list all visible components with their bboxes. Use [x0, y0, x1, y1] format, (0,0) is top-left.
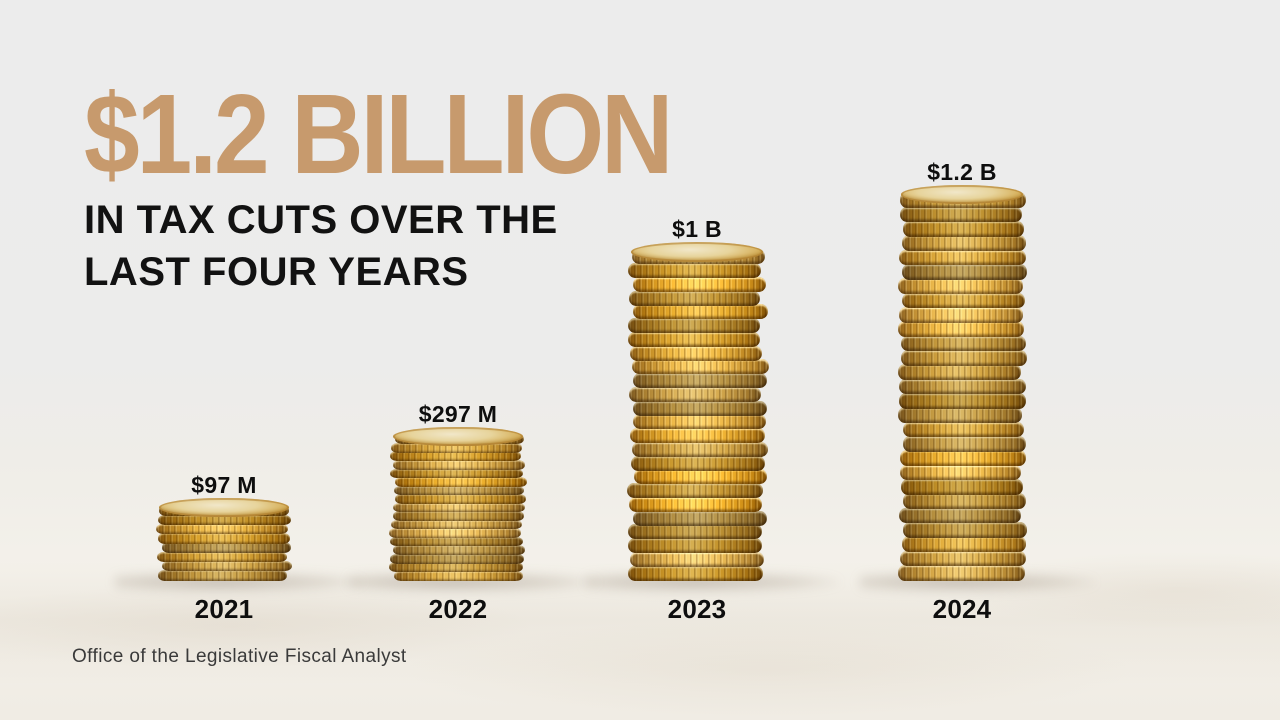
coin-stack-2023: [627, 241, 769, 581]
headline: $1.2 BILLION: [84, 71, 673, 198]
value-label-2021: $97 M: [191, 472, 257, 498]
coin: [628, 524, 762, 540]
coin: [633, 276, 766, 292]
coin: [392, 545, 526, 556]
coin: [629, 496, 763, 512]
top-coin-face: [393, 426, 523, 447]
coin: [898, 407, 1022, 423]
coin: [899, 464, 1022, 481]
coin: [633, 469, 768, 485]
coin: [162, 560, 293, 572]
coin: [389, 562, 524, 573]
coin: [628, 565, 764, 581]
value-label-2024: $1.2 B: [927, 159, 997, 185]
coin: [628, 386, 762, 402]
coin: [902, 264, 1028, 280]
coin: [157, 533, 291, 544]
coin: [393, 511, 525, 521]
coin: [630, 428, 765, 444]
coin: [393, 570, 524, 581]
coin: [898, 278, 1024, 294]
coin: [899, 393, 1026, 409]
coin: [633, 373, 767, 389]
coin: [394, 494, 526, 504]
coin: [627, 538, 762, 554]
coin: [901, 536, 1026, 552]
coin: [632, 441, 769, 457]
header: $1.2 BILLION IN TAX CUTS OVER THE LAST F…: [84, 71, 673, 298]
coin: [901, 335, 1027, 352]
top-coin-face: [631, 241, 763, 262]
coin: [389, 528, 521, 538]
coin: [902, 292, 1026, 309]
coin: [627, 331, 760, 347]
coin: [899, 507, 1022, 524]
coin: [900, 350, 1027, 366]
coin: [901, 479, 1024, 495]
coin: [394, 485, 524, 496]
coin-stack-2024: [897, 185, 1028, 581]
coin: [390, 442, 522, 453]
coin: [628, 290, 761, 306]
coin: [903, 493, 1027, 509]
coin: [628, 318, 761, 334]
coin: [898, 364, 1021, 380]
coin: [903, 522, 1027, 538]
coin: [157, 570, 287, 581]
coin: [899, 450, 1026, 466]
coin: [632, 359, 769, 375]
coin: [390, 553, 525, 564]
coin: [629, 345, 762, 361]
coin: [898, 565, 1025, 581]
coin: [632, 304, 769, 320]
coin: [627, 483, 764, 499]
coin: [898, 307, 1023, 323]
year-label-2023: 2023: [667, 594, 727, 624]
value-label-2022: $297 M: [418, 401, 498, 427]
year-label-2024: 2024: [932, 594, 992, 624]
coin: [897, 321, 1025, 337]
coin: [389, 536, 523, 547]
coin: [902, 421, 1025, 438]
coin: [393, 502, 526, 513]
top-coin-face: [159, 497, 289, 518]
coin: [633, 510, 768, 526]
coin: [899, 378, 1026, 395]
coin: [394, 477, 528, 487]
coin: [630, 551, 765, 567]
coin: [903, 221, 1025, 237]
coin: [156, 551, 288, 563]
coin: [902, 235, 1027, 251]
coin: [899, 550, 1027, 567]
year-label-2021: 2021: [194, 594, 254, 624]
top-coin-face: [901, 185, 1023, 204]
coin-stack-2021: [156, 497, 293, 581]
coin: [157, 514, 292, 526]
coin: [390, 468, 523, 479]
coin: [630, 455, 765, 471]
coin: [899, 249, 1027, 266]
year-label-2022: 2022: [428, 594, 488, 624]
coin: [392, 460, 526, 470]
coin: [903, 436, 1027, 452]
coin: [627, 263, 761, 279]
coin: [899, 206, 1022, 223]
coin: [391, 519, 523, 530]
coin: [161, 542, 291, 553]
coin: [633, 414, 766, 430]
coin-stack-2022: [389, 426, 528, 581]
coin: [156, 523, 289, 535]
coin: [389, 451, 522, 462]
coin: [632, 400, 768, 416]
source-attribution: Office of the Legislative Fiscal Analyst: [72, 646, 407, 667]
value-label-2023: $1 B: [672, 216, 722, 242]
subheadline: IN TAX CUTS OVER THE LAST FOUR YEARS: [84, 198, 558, 294]
